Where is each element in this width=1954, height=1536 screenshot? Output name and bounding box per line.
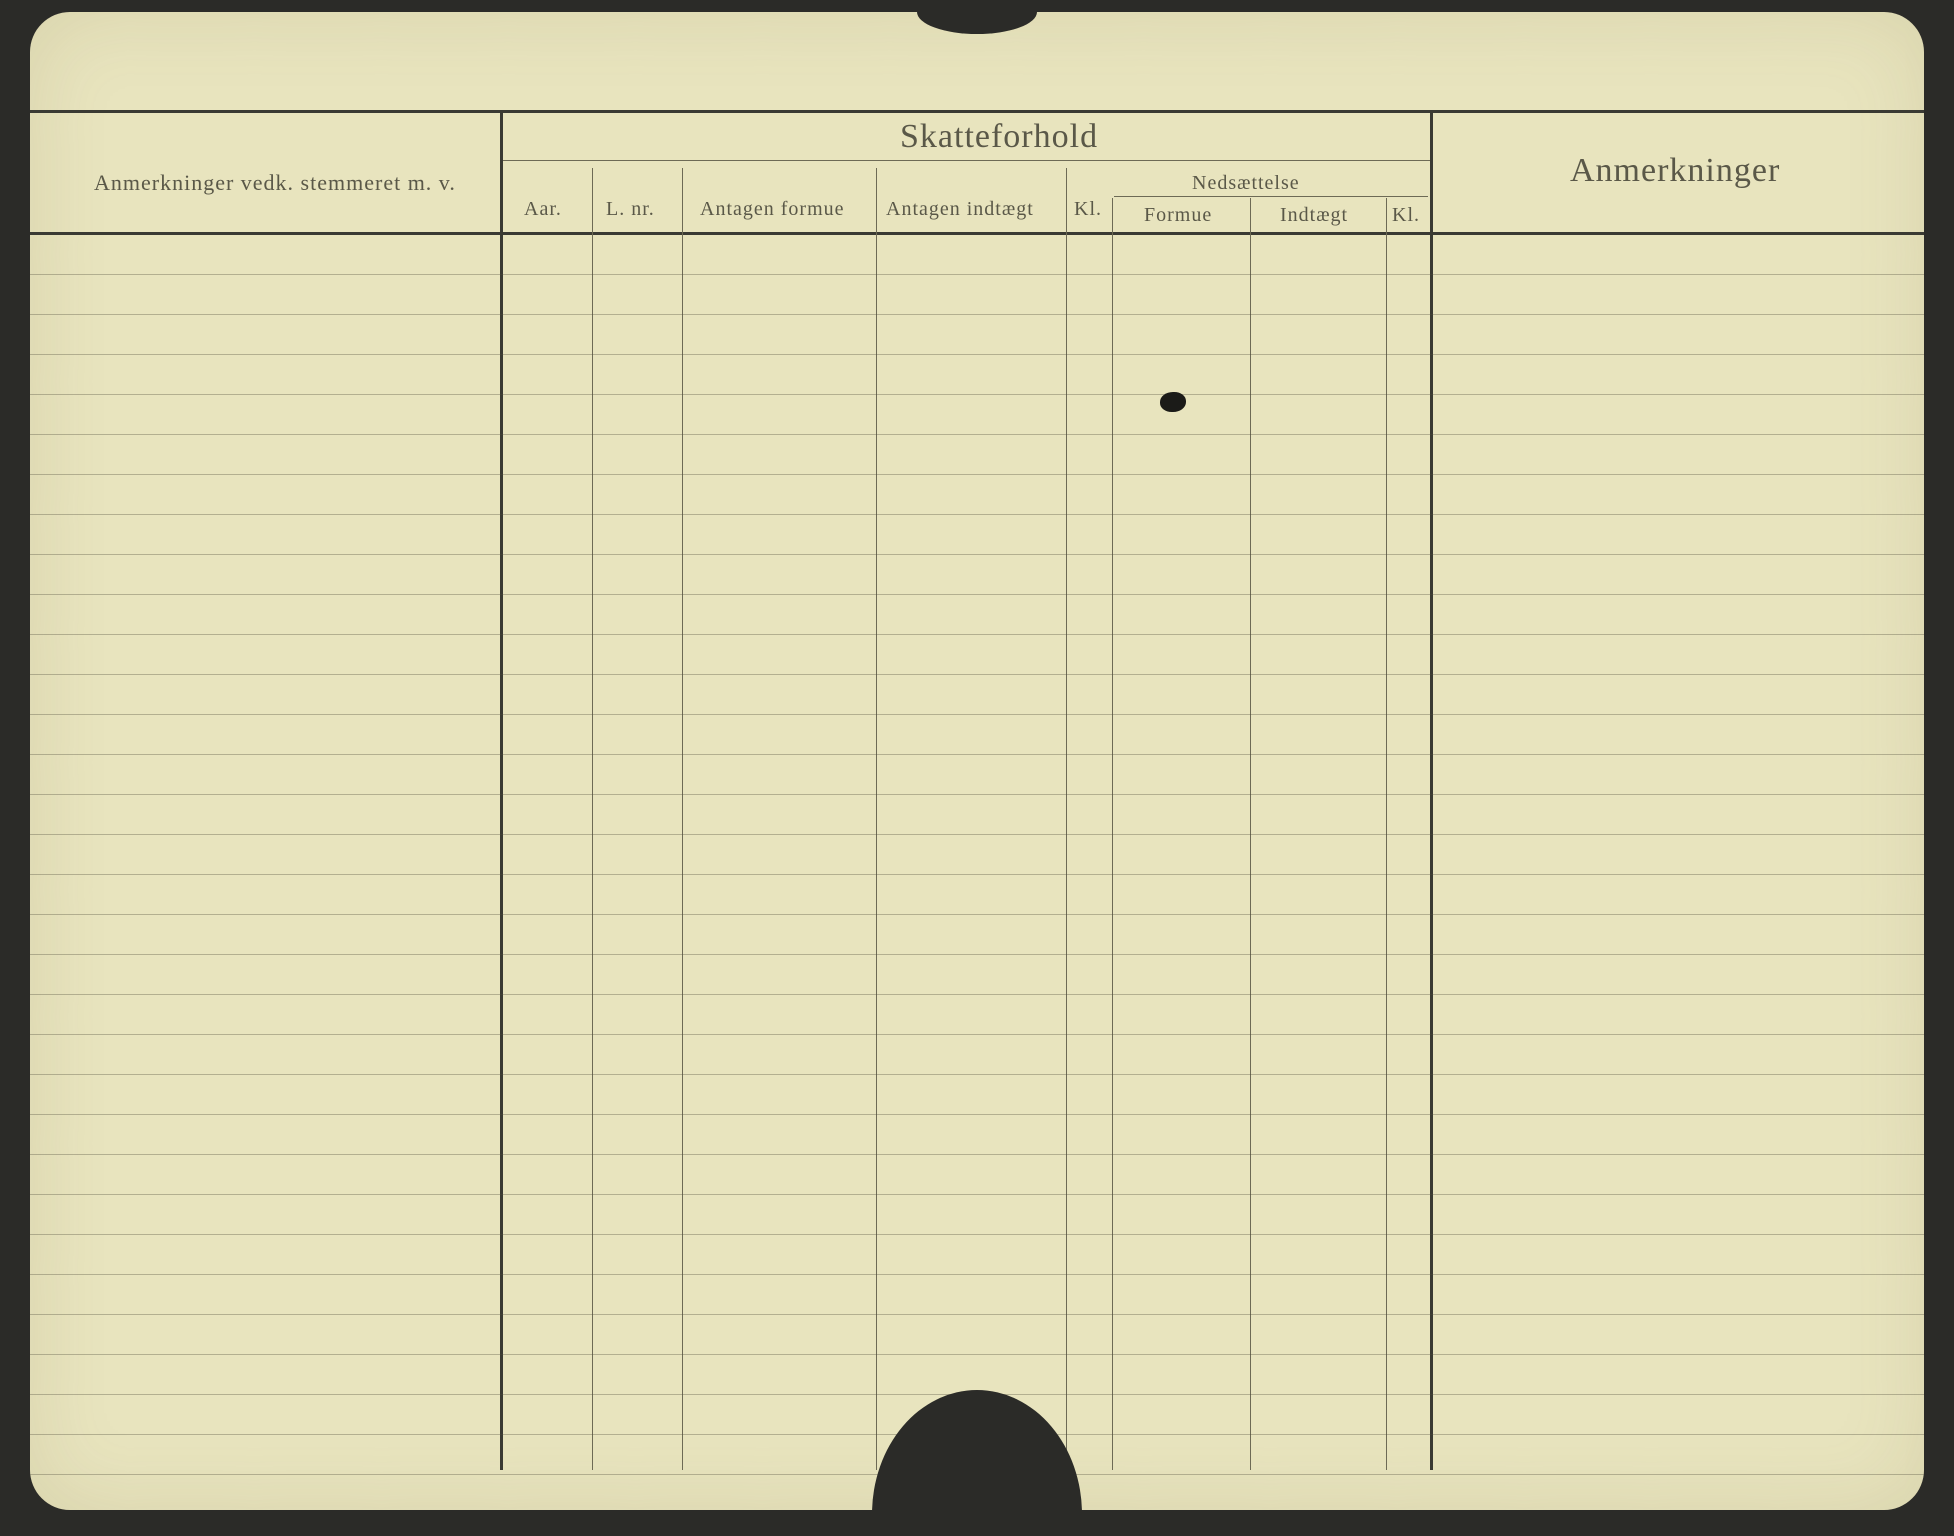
ledger-row-rule xyxy=(30,1114,1924,1115)
header-kl1: Kl. xyxy=(1074,198,1102,221)
nedsattelse-underline xyxy=(1114,196,1428,197)
ink-blot xyxy=(1160,392,1186,412)
header-center-title: Skatteforhold xyxy=(900,118,1098,156)
header-formue: Formue xyxy=(1144,204,1212,227)
ledger-row-rule xyxy=(30,1274,1924,1275)
ledger-row-rule xyxy=(30,1154,1924,1155)
ledger-row-rule xyxy=(30,1234,1924,1235)
header-antagen-indtaegt: Antagen indtægt xyxy=(886,198,1034,221)
ledger-row-rule xyxy=(30,634,1924,635)
header-indtaegt: Indtægt xyxy=(1280,204,1348,227)
ledger-row-rule xyxy=(30,914,1924,915)
ledger-row-rule xyxy=(30,474,1924,475)
ledger-row-rule xyxy=(30,394,1924,395)
ledger-body-lines xyxy=(30,234,1924,1470)
top-tear-notch xyxy=(917,12,1037,34)
ledger-row-rule xyxy=(30,714,1924,715)
ledger-row-rule xyxy=(30,434,1924,435)
ledger-row-rule xyxy=(30,514,1924,515)
ledger-row-rule xyxy=(30,554,1924,555)
ledger-row-rule xyxy=(30,994,1924,995)
header-kl2: Kl. xyxy=(1392,204,1420,227)
ledger-row-rule xyxy=(30,314,1924,315)
ledger-row-rule xyxy=(30,594,1924,595)
header-aar: Aar. xyxy=(524,198,562,221)
ledger-row-rule xyxy=(30,794,1924,795)
ledger-row-rule xyxy=(30,354,1924,355)
ledger-card: Anmerkninger vedk. stemmeret m. v. Skatt… xyxy=(30,12,1924,1510)
ledger-row-rule xyxy=(30,1074,1924,1075)
top-rule xyxy=(30,110,1924,113)
ledger-row-rule xyxy=(30,874,1924,875)
ledger-row-rule xyxy=(30,674,1924,675)
header-right-section: Anmerkninger xyxy=(1570,152,1780,190)
ledger-row-rule xyxy=(30,1354,1924,1355)
ledger-row-rule xyxy=(30,1034,1924,1035)
ledger-row-rule xyxy=(30,1314,1924,1315)
skatteforhold-underline xyxy=(502,160,1430,161)
header-antagen-formue: Antagen formue xyxy=(700,198,845,221)
ledger-row-rule xyxy=(30,1194,1924,1195)
ledger-row-rule xyxy=(30,954,1924,955)
ledger-row-rule xyxy=(30,754,1924,755)
header-lnr: L. nr. xyxy=(606,198,655,221)
header-left-section: Anmerkninger vedk. stemmeret m. v. xyxy=(94,170,456,196)
ledger-row-rule xyxy=(30,834,1924,835)
ledger-row-rule xyxy=(30,274,1924,275)
header-nedsattelse: Nedsættelse xyxy=(1192,172,1300,195)
